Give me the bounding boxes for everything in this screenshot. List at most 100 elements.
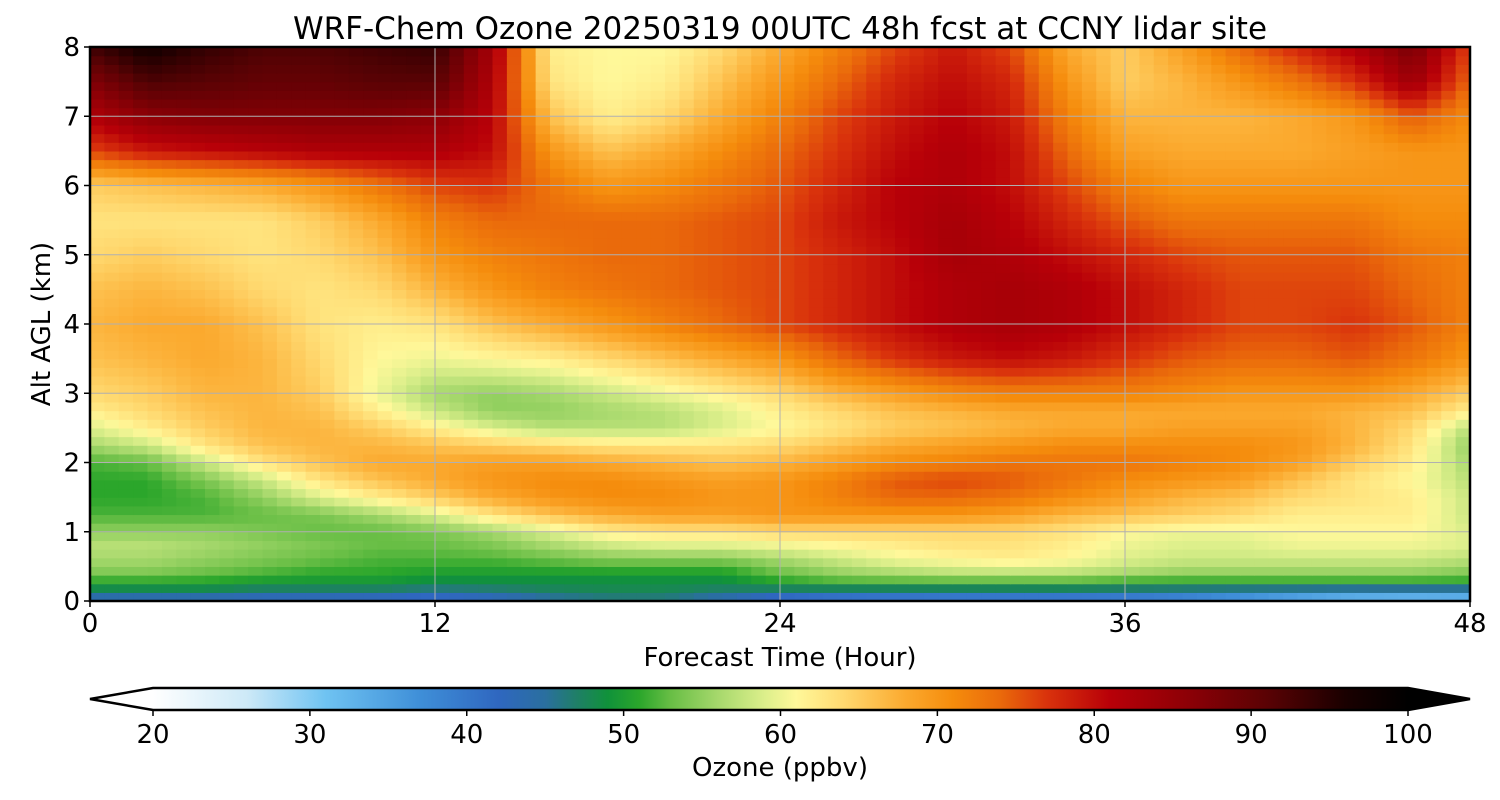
- heatmap-cell: [104, 237, 120, 247]
- heatmap-cell: [104, 523, 120, 533]
- heatmap-cell: [1398, 497, 1414, 507]
- heatmap-cell: [1311, 246, 1327, 256]
- heatmap-cell: [837, 531, 853, 542]
- heatmap-cell: [1096, 324, 1112, 334]
- heatmap-cell: [607, 540, 623, 550]
- heatmap-cell: [521, 410, 537, 420]
- heatmap-cell: [377, 592, 393, 601]
- heatmap-cell: [1010, 531, 1025, 542]
- heatmap-cell: [205, 488, 220, 498]
- heatmap-cell: [1441, 549, 1457, 559]
- heatmap-cell: [1369, 211, 1385, 221]
- heatmap-cell: [248, 263, 264, 273]
- heatmap-cell: [550, 349, 565, 360]
- heatmap-cell: [880, 505, 896, 516]
- heatmap-cell: [736, 349, 752, 360]
- heatmap-cell: [823, 237, 839, 247]
- heatmap-cell: [981, 566, 997, 576]
- heatmap-cell: [880, 202, 896, 213]
- heatmap-cell: [147, 142, 163, 152]
- heatmap-cell: [665, 445, 680, 455]
- heatmap-cell: [320, 566, 335, 576]
- heatmap-cell: [650, 566, 666, 576]
- heatmap-cell: [176, 557, 192, 567]
- heatmap-cell: [391, 575, 407, 585]
- heatmap-cell: [751, 583, 767, 593]
- heatmap-cell: [866, 419, 882, 429]
- heatmap-cell: [1297, 427, 1313, 438]
- heatmap-cell: [1311, 375, 1327, 386]
- heatmap-cell: [593, 289, 609, 299]
- heatmap-cell: [1297, 410, 1313, 420]
- heatmap-cell: [1369, 280, 1385, 290]
- heatmap-cell: [248, 176, 264, 187]
- heatmap-cell: [708, 592, 724, 601]
- heatmap-cell: [1441, 211, 1457, 221]
- heatmap-cell: [708, 523, 724, 533]
- heatmap-cell: [636, 237, 652, 247]
- heatmap-cell: [435, 583, 450, 593]
- heatmap-cell: [1211, 332, 1227, 342]
- heatmap-cell: [1254, 462, 1270, 472]
- heatmap-cell: [506, 246, 522, 256]
- heatmap-cell: [1225, 375, 1241, 386]
- heatmap-cell: [1110, 324, 1126, 334]
- heatmap-cell: [923, 549, 939, 559]
- heatmap-cell: [679, 315, 695, 325]
- heatmap-cell: [320, 341, 335, 351]
- heatmap-cell: [1441, 272, 1457, 282]
- heatmap-cell: [1139, 237, 1155, 247]
- heatmap-cell: [104, 185, 120, 195]
- heatmap-cell: [794, 341, 810, 351]
- heatmap-cell: [1283, 358, 1299, 368]
- heatmap-cell: [765, 246, 781, 256]
- heatmap-cell: [1139, 583, 1155, 593]
- heatmap-cell: [161, 289, 177, 299]
- heatmap-cell: [161, 453, 177, 464]
- heatmap-cell: [736, 557, 752, 567]
- heatmap-cell: [837, 220, 853, 230]
- heatmap-cell: [1398, 358, 1414, 368]
- heatmap-cell: [190, 419, 206, 429]
- heatmap-cell: [1168, 384, 1184, 394]
- heatmap-cell: [1426, 427, 1442, 438]
- heatmap-cell: [492, 202, 508, 213]
- heatmap-cell: [1182, 289, 1198, 299]
- heatmap-cell: [1153, 289, 1169, 299]
- heatmap-cell: [1369, 592, 1385, 601]
- heatmap-cell: [1067, 401, 1083, 412]
- heatmap-cell: [1096, 488, 1112, 498]
- heatmap-cell: [449, 393, 465, 403]
- heatmap-cell: [1283, 211, 1299, 221]
- heatmap-cell: [880, 436, 896, 446]
- heatmap-cell: [420, 471, 436, 481]
- heatmap-cell: [736, 488, 752, 498]
- heatmap-cell: [1096, 280, 1112, 290]
- heatmap-cell: [133, 298, 149, 308]
- heatmap-cell: [1096, 194, 1112, 204]
- heatmap-cell: [1369, 505, 1385, 516]
- heatmap-cell: [1240, 289, 1255, 299]
- heatmap-cell: [909, 384, 925, 394]
- heatmap-cell: [1096, 419, 1112, 429]
- heatmap-cell: [981, 410, 997, 420]
- heatmap-cell: [1355, 358, 1370, 368]
- heatmap-cell: [506, 384, 522, 394]
- heatmap-cell: [722, 592, 738, 601]
- heatmap-cell: [952, 427, 968, 438]
- heatmap-cell: [391, 453, 407, 464]
- heatmap-cell: [708, 349, 724, 360]
- heatmap-cell: [722, 410, 738, 420]
- heatmap-cell: [1153, 332, 1169, 342]
- heatmap-cell: [665, 393, 680, 403]
- heatmap-cell: [1283, 505, 1299, 516]
- heatmap-cell: [895, 462, 910, 472]
- heatmap-cell: [593, 168, 609, 178]
- heatmap-cell: [363, 289, 379, 299]
- heatmap-cell: [751, 393, 767, 403]
- heatmap-cell: [420, 349, 436, 360]
- heatmap-cell: [391, 272, 407, 282]
- heatmap-cell: [679, 427, 695, 438]
- heatmap-cell: [1225, 488, 1241, 498]
- heatmap-cell: [952, 220, 968, 230]
